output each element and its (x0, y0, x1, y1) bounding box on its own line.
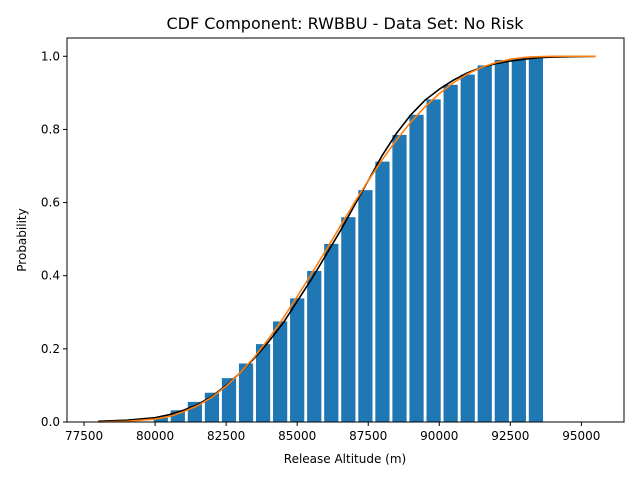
x-axis-label: Release Altitude (m) (284, 452, 406, 466)
bar (290, 298, 305, 422)
bar (494, 59, 509, 422)
bar (153, 417, 168, 422)
plot-frame (66, 37, 625, 423)
bar (375, 161, 390, 422)
x-tick-label: 85000 (278, 429, 316, 443)
bar (409, 114, 424, 423)
series-line-1 (98, 55, 596, 423)
bars-layer (153, 56, 544, 423)
y-axis-label: Probability (15, 208, 29, 271)
y-tick-label: 0.0 (41, 415, 60, 429)
y-tick-label: 0.6 (41, 196, 60, 210)
x-tick-label: 90000 (420, 429, 458, 443)
bar (358, 190, 373, 422)
x-axis: 77500 80000 82500 85000 87500 90000 92500 95000 (65, 422, 600, 443)
bar (426, 99, 441, 422)
bar (392, 134, 407, 422)
y-axis: 0.0 0.2 0.4 0.6 0.8 1.0 (41, 49, 67, 429)
bar (477, 65, 492, 422)
bar (528, 56, 544, 423)
bar (238, 363, 254, 422)
bar (170, 410, 185, 422)
series-line-2 (98, 55, 596, 423)
y-tick-label: 0.4 (41, 269, 60, 283)
x-tick-label: 80000 (136, 429, 174, 443)
chart-title: CDF Component: RWBBU - Data Set: No Risk (166, 14, 524, 33)
x-tick-label: 92500 (491, 429, 529, 443)
bar (255, 344, 271, 422)
bar (511, 58, 526, 422)
bar (460, 74, 475, 423)
bar (324, 243, 339, 422)
bar (443, 84, 458, 422)
y-tick-label: 1.0 (41, 49, 60, 63)
bar (221, 378, 237, 422)
x-tick-label: 87500 (349, 429, 387, 443)
bar (341, 217, 356, 422)
y-tick-label: 0.8 (41, 122, 60, 136)
x-tick-label: 82500 (207, 429, 245, 443)
bar (273, 321, 288, 422)
bar (307, 270, 322, 422)
lines-layer (98, 55, 596, 423)
x-tick-label: 77500 (65, 429, 103, 443)
y-tick-label: 0.2 (41, 342, 60, 356)
x-tick-label: 95000 (562, 429, 600, 443)
